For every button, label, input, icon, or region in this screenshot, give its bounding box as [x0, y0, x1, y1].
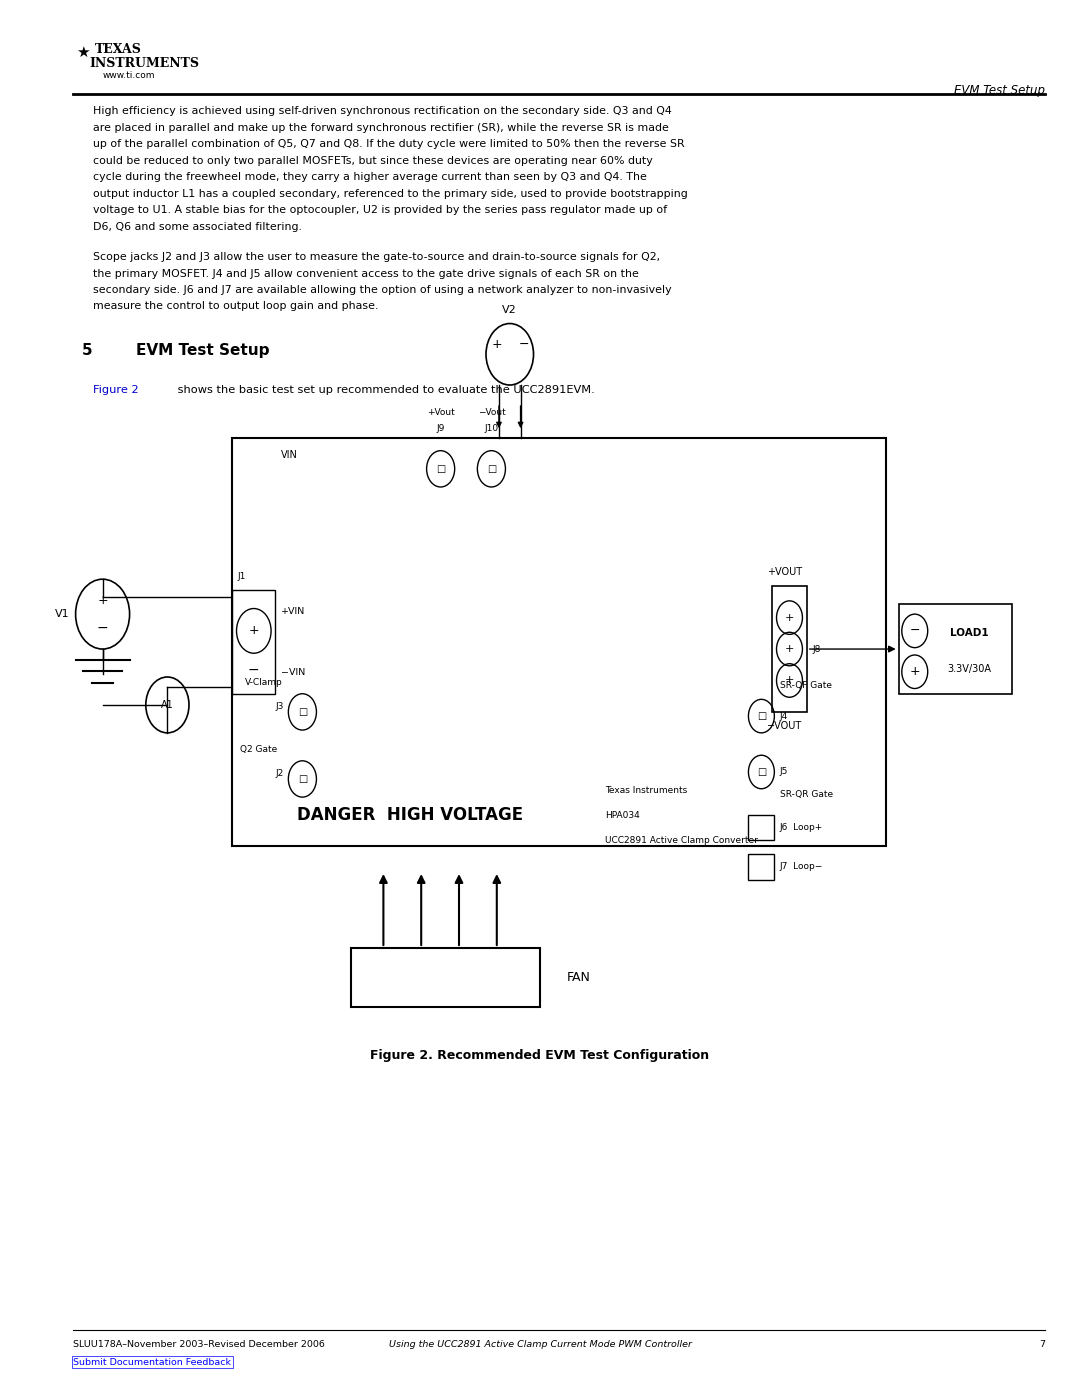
Text: HPA034: HPA034	[605, 810, 639, 820]
Text: up of the parallel combination of Q5, Q7 and Q8. If the duty cycle were limited : up of the parallel combination of Q5, Q7…	[93, 140, 685, 149]
Text: J10: J10	[484, 423, 499, 433]
Text: J2: J2	[275, 768, 284, 778]
Text: J9: J9	[436, 423, 445, 433]
Text: secondary side. J6 and J7 are available allowing the option of using a network a: secondary side. J6 and J7 are available …	[93, 285, 672, 295]
Text: ★: ★	[76, 45, 90, 60]
Text: J1: J1	[238, 573, 246, 581]
Text: +: +	[491, 338, 502, 351]
Text: −: −	[248, 664, 259, 678]
Text: SR-QR Gate: SR-QR Gate	[780, 789, 833, 799]
Text: INSTRUMENTS: INSTRUMENTS	[90, 57, 200, 70]
Text: SR-QF Gate: SR-QF Gate	[780, 680, 832, 690]
Bar	[772, 587, 807, 712]
Text: −: −	[97, 622, 108, 636]
Bar	[232, 590, 275, 694]
Text: +: +	[785, 644, 794, 654]
Text: +VOUT: +VOUT	[767, 567, 802, 577]
Text: +Vout: +Vout	[427, 408, 455, 418]
Bar	[748, 816, 774, 841]
Text: V2: V2	[502, 305, 517, 316]
Text: −Vout: −Vout	[477, 408, 505, 418]
Bar	[351, 949, 540, 1007]
Text: High efficiency is achieved using self-driven synchronous rectification on the s: High efficiency is achieved using self-d…	[93, 106, 672, 116]
Text: □: □	[757, 711, 766, 721]
Bar	[899, 604, 1012, 694]
Text: J4: J4	[780, 711, 788, 721]
Text: Q2 Gate: Q2 Gate	[240, 745, 276, 754]
Text: □: □	[487, 464, 496, 474]
Text: are placed in parallel and make up the forward synchronous rectifier (SR), while: are placed in parallel and make up the f…	[93, 123, 669, 133]
Text: +: +	[785, 613, 794, 623]
Text: J5: J5	[780, 767, 788, 777]
Text: cycle during the freewheel mode, they carry a higher average current than seen b: cycle during the freewheel mode, they ca…	[93, 172, 647, 182]
Text: −: −	[518, 338, 529, 351]
Text: Submit Documentation Feedback: Submit Documentation Feedback	[73, 1358, 231, 1366]
Text: V1: V1	[55, 609, 70, 619]
Text: output inductor L1 has a coupled secondary, referenced to the primary side, used: output inductor L1 has a coupled seconda…	[93, 189, 688, 198]
Text: VIN: VIN	[281, 450, 298, 460]
Text: □: □	[298, 707, 307, 717]
Text: www.ti.com: www.ti.com	[103, 71, 156, 80]
Text: V-Clamp: V-Clamp	[245, 678, 283, 687]
Text: EVM Test Setup: EVM Test Setup	[136, 344, 270, 358]
Text: voltage to U1. A stable bias for the optocoupler, U2 is provided by the series p: voltage to U1. A stable bias for the opt…	[93, 205, 667, 215]
Text: +: +	[97, 594, 108, 606]
Text: □: □	[436, 464, 445, 474]
Text: −: −	[909, 624, 920, 637]
Text: EVM Test Setup: EVM Test Setup	[955, 84, 1045, 96]
Text: +: +	[248, 624, 259, 637]
Text: +: +	[909, 665, 920, 679]
Text: 5: 5	[82, 344, 93, 358]
Text: Figure 2: Figure 2	[93, 386, 138, 395]
Text: +: +	[785, 676, 794, 686]
Text: SLUU178A–November 2003–Revised December 2006: SLUU178A–November 2003–Revised December …	[73, 1340, 325, 1348]
Text: Using the UCC2891 Active Clamp Current Mode PWM Controller: Using the UCC2891 Active Clamp Current M…	[389, 1340, 691, 1348]
Text: FAN: FAN	[567, 971, 591, 983]
Text: TEXAS: TEXAS	[95, 43, 141, 56]
Text: DANGER  HIGH VOLTAGE: DANGER HIGH VOLTAGE	[297, 806, 523, 824]
Text: measure the control to output loop gain and phase.: measure the control to output loop gain …	[93, 302, 378, 312]
Bar	[748, 855, 774, 880]
Text: Texas Instruments: Texas Instruments	[605, 785, 687, 795]
Text: D6, Q6 and some associated filtering.: D6, Q6 and some associated filtering.	[93, 222, 301, 232]
Text: Figure 2. Recommended EVM Test Configuration: Figure 2. Recommended EVM Test Configura…	[370, 1049, 710, 1062]
Text: shows the basic test set up recommended to evaluate the UCC2891EVM.: shows the basic test set up recommended …	[174, 386, 595, 395]
Text: −VIN: −VIN	[281, 668, 305, 678]
Bar	[232, 439, 886, 847]
Text: J7  Loop−: J7 Loop−	[780, 862, 823, 872]
Text: +VIN: +VIN	[281, 606, 305, 616]
Text: Scope jacks J2 and J3 allow the user to measure the gate-to-source and drain-to-: Scope jacks J2 and J3 allow the user to …	[93, 251, 660, 263]
Text: UCC2891 Active Clamp Converter: UCC2891 Active Clamp Converter	[605, 835, 758, 845]
Text: J3: J3	[275, 701, 284, 711]
Text: □: □	[298, 774, 307, 784]
Text: 3.3V/30A: 3.3V/30A	[947, 664, 990, 673]
Text: could be reduced to only two parallel MOSFETs, but since these devices are opera: could be reduced to only two parallel MO…	[93, 155, 652, 166]
Text: J8: J8	[812, 644, 821, 654]
Text: 7: 7	[1039, 1340, 1045, 1348]
Text: LOAD1: LOAD1	[949, 627, 988, 637]
Text: −VOUT: −VOUT	[767, 721, 802, 731]
Text: the primary MOSFET. J4 and J5 allow convenient access to the gate drive signals : the primary MOSFET. J4 and J5 allow conv…	[93, 268, 638, 278]
Text: J6  Loop+: J6 Loop+	[780, 823, 823, 833]
Text: □: □	[757, 767, 766, 777]
Text: A1: A1	[161, 700, 174, 710]
